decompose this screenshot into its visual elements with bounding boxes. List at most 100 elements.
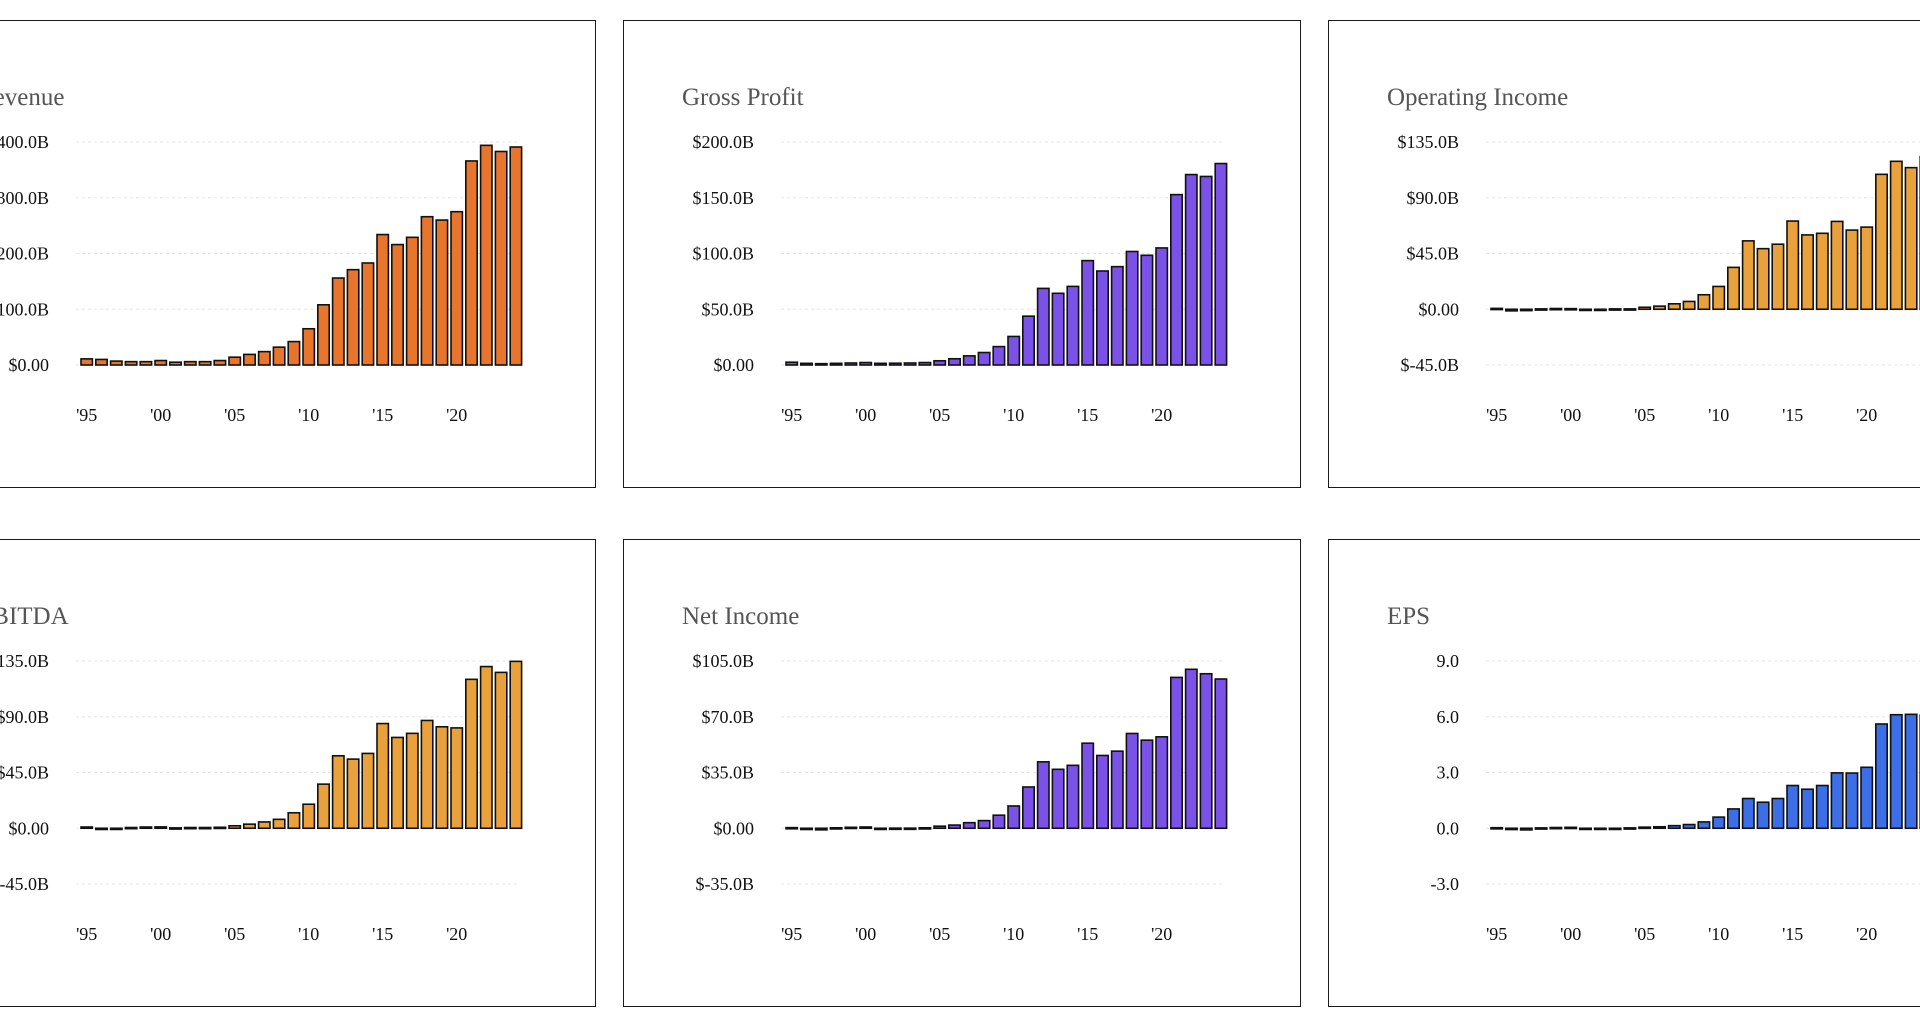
chart-title: Operating Income [1387,84,1568,111]
bar-2001 [1579,308,1593,312]
bar-2004 [1623,308,1637,311]
bar-2002 [888,362,902,366]
bar-2004 [1623,827,1637,830]
bar-2016 [1800,234,1814,311]
y-tick-label: $45.0B [0,763,49,783]
bar-2017 [1815,784,1829,830]
bar-2018 [1830,220,1844,311]
bar-1997 [1519,308,1533,312]
bar-2008 [1682,300,1696,311]
bar-1998 [1534,827,1548,830]
bar-2012 [1741,797,1755,830]
y-tick-label: $100.0B [692,244,754,264]
bar-2019 [1845,772,1859,830]
revenue-chart-panel: Revenue $0.00 $100.0B $200.0B $300.0B $400.0… [0,20,596,488]
bar-2018 [1125,732,1139,830]
bar-2001 [874,362,888,366]
bar-1996 [1505,308,1519,312]
bar-2022 [479,144,493,366]
x-tick-label: '15 [372,405,393,425]
y-tick-label: 0.0 [1437,818,1460,838]
bar-2011 [1021,315,1035,366]
bar-2021 [464,678,478,830]
ebitda-chart-panel: EBITDA $-45.0B $0.00 $45.0B $90.0B $135.0B '… [0,539,596,1007]
bar-2023 [1199,672,1213,830]
bar-2010 [1007,805,1021,830]
bar-2004 [213,826,227,830]
bar-1996 [95,358,109,366]
bar-2018 [420,215,434,366]
y-tick-label: $0.00 [1419,299,1460,319]
bar-2007 [1667,824,1681,830]
y-tick-label: $35.0B [701,763,754,783]
chart-title: Net Income [682,603,799,630]
x-tick-label: '20 [446,405,467,425]
bar-2014 [361,752,375,830]
bar-2005 [228,824,242,830]
x-tick-label: '05 [929,405,950,425]
bar-1995 [785,826,799,830]
bar-2020 [1860,766,1874,830]
bar-2008 [272,818,286,830]
bar-2010 [1712,816,1726,830]
bar-2022 [1184,668,1198,830]
bar-2024 [509,146,523,366]
x-tick-label: '05 [224,924,245,944]
y-tick-label: $90.0B [0,707,49,727]
bar-2010 [1712,285,1726,311]
x-tick-label: '10 [298,405,319,425]
x-tick-label: '95 [76,405,97,425]
bar-2007 [257,821,271,830]
y-tick-label: $150.0B [692,188,754,208]
bar-2016 [1095,270,1109,366]
bar-2002 [1593,827,1607,831]
x-tick-label: '15 [1782,405,1803,425]
bar-1999 [1549,826,1563,830]
bar-2003 [1608,827,1622,831]
gross-profit-chart-panel: Gross Profit $0.00 $50.0B $100.0B $150.0B $2… [623,20,1301,488]
y-tick-label: $90.0B [1406,188,1459,208]
bar-2000 [859,826,873,830]
bar-1996 [1505,827,1519,831]
x-tick-label: '95 [781,405,802,425]
bar-2003 [198,360,212,366]
bar-2003 [1608,308,1622,311]
bar-2019 [1140,739,1154,830]
bar-2006 [1652,825,1666,830]
gross-profit-chart: Gross Profit $0.00 $50.0B $100.0B $150.0B $2… [682,84,1228,425]
bar-2014 [1771,797,1785,830]
bar-2020 [1860,226,1874,311]
y-tick-label: $200.0B [0,244,49,264]
bar-1998 [1534,308,1548,311]
bar-2020 [1155,247,1169,366]
bar-1997 [814,827,828,831]
y-tick-label: $45.0B [1406,244,1459,264]
bar-2004 [918,361,932,366]
x-tick-label: '95 [781,924,802,944]
x-tick-label: '20 [1856,405,1877,425]
bar-2013 [346,268,360,366]
bar-2001 [874,827,888,831]
x-tick-label: '15 [1782,924,1803,944]
bar-2006 [947,824,961,830]
bar-1995 [80,826,94,830]
bar-2010 [302,327,316,366]
bar-2011 [316,783,330,830]
bar-2012 [1036,287,1050,366]
bar-2006 [947,357,961,366]
bar-2021 [1874,723,1888,830]
bar-2000 [1564,307,1578,311]
bar-2006 [1652,305,1666,311]
y-tick-label: $0.00 [9,355,50,375]
y-tick-label: $200.0B [692,132,754,152]
bar-1995 [785,361,799,366]
chart-title: EBITDA [0,603,69,630]
chart-title: EPS [1387,603,1430,630]
bar-2015 [1786,220,1800,311]
bar-2002 [1593,308,1607,312]
x-tick-label: '20 [446,924,467,944]
bar-2001 [169,827,183,830]
bar-1999 [1549,307,1563,311]
bar-2008 [272,346,286,366]
bar-2016 [390,736,404,830]
